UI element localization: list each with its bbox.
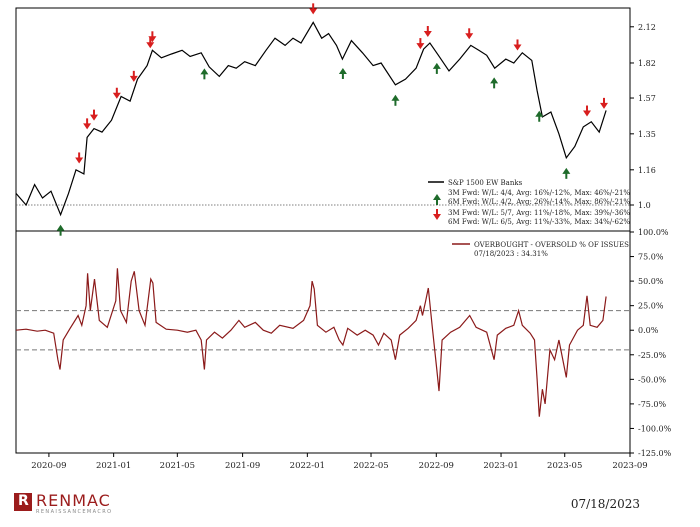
x-tick-label: 2023-09	[612, 461, 647, 471]
legend-down-line-1: 3M Fwd: W/L: 5/7, Avg: 11%/-18%, Max: 39…	[448, 209, 630, 217]
osc-ytick-label: 75.0%	[638, 253, 664, 262]
down-arrow-head	[112, 92, 121, 99]
renmac-logo-mark	[14, 493, 32, 511]
down-arrow	[416, 38, 425, 50]
up-arrow	[391, 94, 400, 106]
down-arrow	[309, 3, 318, 15]
up-arrow-head	[200, 68, 209, 75]
osc-ytick-label: -75.0%	[638, 400, 667, 409]
up-arrow	[562, 167, 571, 179]
x-tick-label: 2022-09	[419, 461, 454, 471]
down-arrow-head	[599, 102, 608, 109]
up-arrow	[56, 224, 65, 236]
osc-ytick-label: 0.0%	[638, 326, 659, 335]
down-arrow	[75, 152, 84, 164]
x-tick-label: 2022-05	[353, 461, 388, 471]
x-tick-label: 2023-01	[483, 461, 518, 471]
price-ytick-label: 1.57	[638, 94, 656, 103]
down-arrow	[148, 31, 157, 43]
down-arrow	[112, 87, 121, 99]
legend-down-arrow	[433, 209, 441, 220]
up-arrow-head	[56, 224, 65, 231]
down-arrow	[599, 97, 608, 109]
osc-ytick-label: -50.0%	[638, 375, 667, 384]
legend-up-line-1: 3M Fwd: W/L: 4/4, Avg: 16%/-12%, Max: 46…	[448, 189, 630, 197]
down-arrow-head	[583, 110, 592, 117]
footer-date: 07/18/2023	[570, 497, 640, 511]
down-arrow	[423, 25, 432, 37]
price-ytick-label: 1.35	[638, 130, 656, 139]
legend-up-line-2: 6M Fwd: W/L: 4/2, Avg: 26%/-14%, Max: 86…	[448, 198, 630, 206]
price-series-line	[15, 21, 607, 217]
price-ytick-label: 2.12	[638, 23, 656, 32]
down-arrow-head	[83, 123, 92, 130]
down-arrow-head	[513, 44, 522, 51]
down-arrow	[83, 118, 92, 130]
down-arrow	[90, 109, 99, 121]
up-arrow-head	[433, 194, 441, 200]
chart-canvas: 2.12 1.82 1.57 1.35 1.16 1.0 S&P 1500 EW Banks…	[15, 3, 672, 471]
down-arrow-head	[423, 30, 432, 37]
renmac-logo-name: RENMAC	[36, 491, 111, 510]
legend-value-oscillator: 07/18/2023 : 34.31%	[474, 250, 548, 258]
renmac-logo-tagline: RENAISSANCEMACRO	[36, 509, 113, 515]
down-arrow	[583, 105, 592, 117]
price-ytick-label: 1.0	[638, 201, 651, 210]
osc-ytick-label: 100.0%	[638, 228, 669, 237]
down-arrow-head	[90, 114, 99, 121]
down-arrow-head	[416, 43, 425, 50]
up-arrow-head	[432, 62, 441, 69]
down-arrow-head	[148, 36, 157, 43]
osc-ytick-label: 25.0%	[638, 302, 664, 311]
down-arrow-head	[433, 214, 441, 220]
renmac-logo: RENMAC RENAISSANCEMACRO	[14, 491, 174, 519]
up-arrow	[490, 77, 499, 89]
osc-ytick-label: 50.0%	[638, 277, 664, 286]
x-tick-label: 2021-01	[96, 461, 131, 471]
down-arrow-head	[75, 157, 84, 164]
down-arrow-head	[146, 42, 155, 49]
up-arrow-head	[535, 110, 544, 117]
up-arrow-head	[338, 67, 347, 74]
down-arrow	[465, 28, 474, 40]
x-tick-label: 2021-09	[225, 461, 260, 471]
down-arrow-head	[129, 75, 138, 82]
up-arrow-head	[490, 77, 499, 84]
down-arrow	[129, 70, 138, 82]
up-arrow	[338, 67, 347, 79]
down-arrow	[513, 39, 522, 51]
up-arrow	[432, 62, 441, 74]
up-arrow-head	[391, 94, 400, 101]
x-tick-label: 2023-05	[547, 461, 582, 471]
osc-ytick-label: -100.0%	[638, 424, 672, 433]
down-arrow-head	[309, 8, 318, 15]
legend-label-oscillator: OVERBOUGHT - OVERSOLD % OF ISSUES	[474, 241, 629, 249]
price-ytick-label: 1.16	[638, 166, 656, 175]
osc-ytick-label: -125.0%	[638, 449, 672, 458]
up-arrow	[200, 68, 209, 80]
down-arrow-head	[465, 33, 474, 40]
up-arrow-head	[562, 167, 571, 174]
x-tick-label: 2021-05	[160, 461, 195, 471]
legend-up-arrow	[433, 194, 441, 205]
up-arrow	[535, 110, 544, 122]
x-tick-label: 2022-01	[290, 461, 325, 471]
oscillator-series-line	[15, 268, 607, 417]
x-tick-label: 2020-09	[31, 461, 66, 471]
legend-down-line-2: 6M Fwd: W/L: 6/5, Avg: 11%/-33%, Max: 34…	[448, 218, 630, 226]
legend-label-price: S&P 1500 EW Banks	[448, 179, 523, 187]
osc-ytick-label: -25.0%	[638, 351, 667, 360]
price-ytick-label: 1.82	[638, 59, 656, 68]
